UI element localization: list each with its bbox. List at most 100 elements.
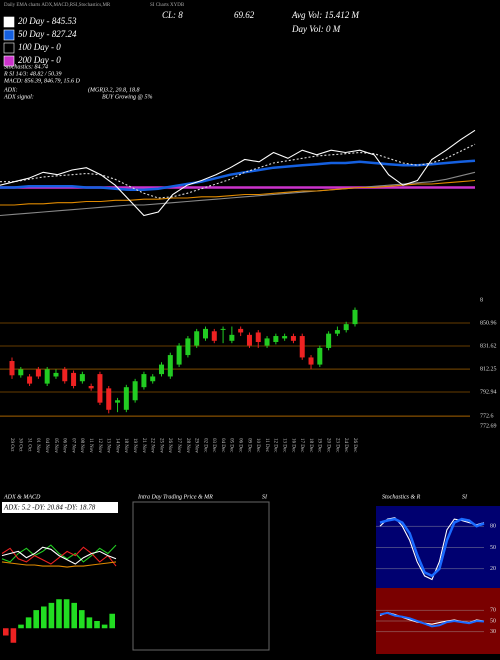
x-tick-label: 28 Nov (185, 438, 190, 453)
x-tick-label: 04 Dec (220, 438, 225, 453)
x-tick-label: 16 Dec (290, 438, 295, 453)
day-vol: Day Vol: 0 M (291, 24, 341, 34)
line (1, 546, 117, 567)
x-tick-label: 10 Dec (255, 438, 260, 453)
candle-body (9, 361, 15, 376)
legend-text: 20 Day - 845.53 (18, 16, 77, 26)
x-tick-label: 13 Nov (106, 438, 111, 453)
candle-body (167, 355, 173, 377)
line (0, 179, 476, 206)
bar (56, 599, 62, 629)
indicator: MACD: 856.39, 846.79, 15.6 D (3, 77, 80, 84)
legend-text: 200 Day - 0 (18, 55, 61, 65)
candle-body (159, 364, 165, 375)
x-tick-label: 13 Dec (282, 438, 287, 453)
annotation-box (2, 502, 118, 513)
y-tick-label: 50 (490, 618, 496, 624)
candle-body (194, 331, 200, 346)
legend-swatch (3, 16, 15, 28)
bar (33, 610, 39, 629)
x-tick-label: 06 Dec (238, 438, 243, 453)
price: 69.62 (234, 10, 255, 20)
candle-body (273, 336, 279, 342)
adx-label: ADX: (3, 87, 18, 93)
candle-body (308, 357, 314, 365)
candle-body (18, 369, 24, 376)
x-tick-label: 23 Dec (334, 438, 339, 453)
candle-body (211, 331, 217, 341)
candle-body (255, 332, 261, 342)
candle-body (97, 374, 103, 403)
candle-body (44, 369, 50, 384)
line (1, 561, 117, 568)
candle-body (141, 374, 147, 388)
site: SI Charts XYDB (150, 3, 185, 8)
candle-body (299, 336, 305, 358)
legend-text: 100 Day - 0 (18, 42, 61, 52)
x-tick-label: 05 Nov (53, 438, 58, 453)
intraday-frame (132, 501, 270, 651)
intraday-si: SI (262, 494, 268, 500)
x-tick-label: 09 Dec (246, 438, 251, 453)
x-tick-label: 07 Nov (70, 438, 75, 453)
bar (41, 606, 47, 629)
y-tick-label: 772.69 (480, 423, 497, 429)
candle-body (238, 328, 244, 333)
y-tick-label: 831.62 (480, 343, 497, 349)
x-tick-label: 19 Nov (132, 438, 137, 453)
legend-text: 50 Day - 827.24 (18, 29, 77, 39)
line (0, 129, 476, 217)
top-label: 8 (480, 297, 483, 303)
candle-body (290, 336, 296, 341)
line (0, 159, 476, 192)
bar (94, 621, 100, 629)
bar (63, 599, 70, 629)
candle-body (62, 369, 68, 382)
y-tick-label: 772.6 (480, 414, 494, 420)
x-tick-label: 25 Nov (158, 438, 163, 453)
x-tick-label: 26 Nov (167, 438, 172, 453)
legend-swatch (3, 29, 15, 41)
x-tick-label: 26 Dec (352, 438, 357, 453)
bar (101, 624, 108, 629)
bar (25, 617, 32, 629)
line (1, 544, 117, 563)
x-tick-label: 27 Nov (176, 438, 181, 453)
bar (10, 628, 17, 643)
annotation: ADX: 5.2 -DY: 20.84 -DY: 18.78 (3, 504, 96, 512)
x-tick-label: 05 Dec (229, 438, 234, 453)
x-tick-label: 18 Dec (308, 438, 313, 453)
adx-value: (MGR)3.2, 20.8, 18.8 (88, 86, 140, 93)
x-tick-label: 21 Nov (141, 438, 146, 453)
candle-body (150, 376, 156, 382)
x-tick-label: 20 Dec (325, 438, 330, 453)
candle-body (88, 385, 94, 389)
stoch-title: Stochastics & R (382, 494, 421, 500)
header-title: Daily EMA charts ADX,MACD,RSI,Stochastic… (4, 3, 111, 8)
bar (86, 617, 93, 629)
x-tick-label: 03 Dec (211, 438, 216, 453)
adx-signal: BUY Growing @ 5% (102, 94, 152, 100)
intraday-title: Intra Day Trading Price & MR (137, 494, 213, 500)
candle-body (220, 328, 226, 330)
line (379, 611, 485, 628)
x-tick-label: 04 Nov (44, 438, 49, 453)
x-tick-label: 30 Oct (18, 438, 23, 452)
bar (18, 624, 24, 629)
close: CL: 8 (162, 10, 183, 20)
candle-body (53, 372, 59, 377)
bar (3, 628, 9, 636)
candle-body (317, 347, 323, 365)
x-tick-label: 12 Nov (97, 438, 102, 453)
panel-title: ADX & MACD (3, 494, 41, 500)
stoch-si: SI (462, 494, 468, 500)
candle-body (27, 376, 33, 384)
candle-body (79, 374, 85, 382)
x-tick-label: 24 Dec (343, 438, 348, 453)
y-tick-label: 70 (490, 608, 496, 614)
line (1, 546, 117, 565)
y-tick-label: 20 (490, 566, 496, 572)
candle-body (246, 334, 252, 346)
y-tick-label: 812.25 (480, 366, 497, 372)
y-tick-label: 30 (490, 629, 496, 635)
